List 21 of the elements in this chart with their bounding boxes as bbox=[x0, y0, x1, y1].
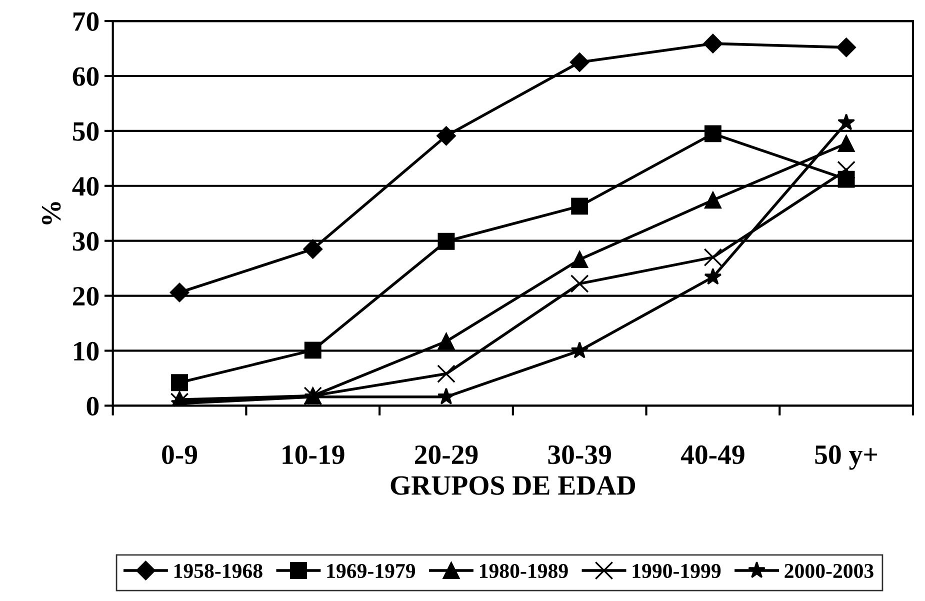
y-tick-label: 20 bbox=[73, 286, 99, 306]
x-tick-label: 30-39 bbox=[548, 445, 611, 464]
y-tick-label: 40 bbox=[72, 177, 99, 196]
legend-label: 1958-1968 bbox=[174, 564, 262, 578]
x-tick-label: 40-49 bbox=[680, 445, 744, 464]
y-axis-title: % bbox=[42, 202, 61, 224]
x-tick-label: 0-9 bbox=[162, 445, 198, 464]
x-tick-label: 50 y+ bbox=[815, 445, 878, 470]
y-tick-label: 50 bbox=[72, 122, 99, 141]
y-tick-label: 30 bbox=[72, 232, 99, 251]
x-tick-label: 10-19 bbox=[282, 445, 344, 464]
legend-label: 1980-1989 bbox=[480, 564, 568, 578]
legend-label: 1969-1979 bbox=[327, 564, 416, 578]
y-tick-label: 10 bbox=[74, 342, 99, 361]
legend-label: 1990-1999 bbox=[632, 564, 721, 578]
x-axis-title: GRUPOS DE EDAD bbox=[390, 476, 636, 495]
y-tick-label: 60 bbox=[72, 67, 99, 86]
y-tick-label: 70 bbox=[73, 12, 99, 31]
legend-label: 2000-2003 bbox=[784, 564, 874, 578]
y-tick-label: 0 bbox=[86, 396, 99, 416]
x-tick-label: 20-29 bbox=[415, 445, 478, 464]
